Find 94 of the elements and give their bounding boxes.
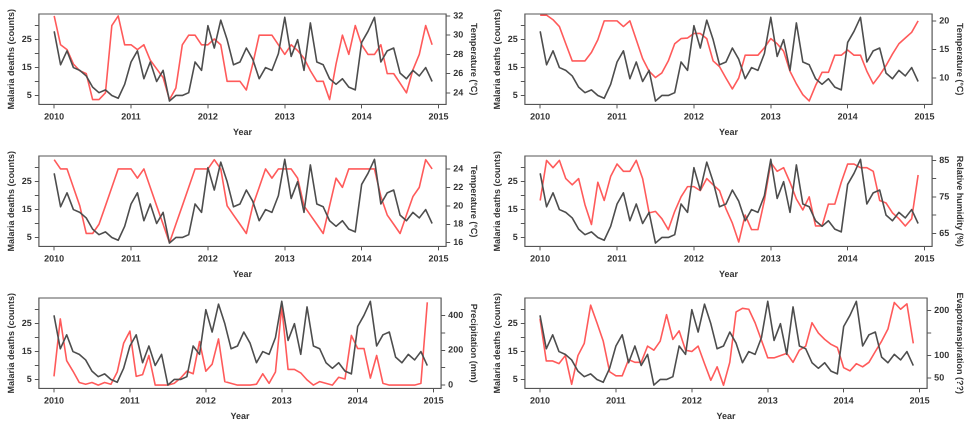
y2-tick-label: 26 xyxy=(453,68,464,78)
x-tick-label: 2013 xyxy=(274,253,295,264)
y-tick-label: 25 xyxy=(22,176,32,186)
y-tick-label: 25 xyxy=(508,34,518,44)
x-tick-label: 2011 xyxy=(120,395,140,406)
y-tick-label: 15 xyxy=(508,204,518,214)
x-tick-label: 2012 xyxy=(682,395,702,406)
y-tick-label: 15 xyxy=(22,346,32,356)
x-tick-label: 2011 xyxy=(121,111,141,122)
x-tick-label: 2012 xyxy=(684,111,704,122)
y2-tick-label: 65 xyxy=(939,228,950,238)
y2-tick-label: 24 xyxy=(453,163,464,174)
y-tick-label: 25 xyxy=(508,176,518,186)
x-tick-label: 2014 xyxy=(348,395,368,406)
y2-tick-label: 22 xyxy=(453,182,464,192)
y-tick-label: 25 xyxy=(508,318,518,328)
x-tick-label: 2013 xyxy=(758,395,778,406)
y-tick-label: 5 xyxy=(26,90,32,100)
y2-axis-title: Temperature (°C) xyxy=(469,22,480,96)
x-tick-label: 2015 xyxy=(914,253,935,264)
x-tick-label: 2014 xyxy=(838,111,858,122)
y2-tick-label: 50 xyxy=(934,372,944,383)
x-tick-label: 2015 xyxy=(910,395,930,406)
x-tick-label: 2015 xyxy=(914,111,935,122)
x-axis-title: Year xyxy=(718,269,738,280)
y2-tick-label: 10 xyxy=(939,72,950,83)
y2-tick-label: 100 xyxy=(934,350,950,360)
x-tick-label: 2013 xyxy=(760,111,781,122)
x-tick-label: 2010 xyxy=(44,395,64,406)
y-axis-title: Malaria deaths (counts) xyxy=(6,8,16,110)
y2-tick-label: 18 xyxy=(453,218,464,229)
x-tick-label: 2012 xyxy=(198,253,218,264)
y2-tick-label: 24 xyxy=(453,87,464,98)
x-tick-label: 2011 xyxy=(121,253,141,264)
x-tick-label: 2010 xyxy=(44,111,64,122)
x-tick-label: 2012 xyxy=(198,111,218,122)
y-tick-label: 15 xyxy=(508,62,518,72)
x-tick-label: 2011 xyxy=(606,395,626,406)
y-tick-label: 5 xyxy=(26,374,32,384)
y-axis-title: Malaria deaths (counts) xyxy=(492,150,502,252)
x-tick-label: 2011 xyxy=(607,253,627,264)
y2-tick-label: 20 xyxy=(453,200,464,210)
y2-tick-label: 75 xyxy=(939,191,950,202)
y2-tick-label: 200 xyxy=(448,344,464,355)
x-tick-label: 2011 xyxy=(607,111,627,122)
x-axis-title: Year xyxy=(230,411,250,422)
x-tick-label: 2010 xyxy=(44,253,64,264)
y2-tick-label: 30 xyxy=(453,30,464,40)
y-axis-title: Malaria deaths (counts) xyxy=(492,292,502,394)
y2-tick-label: 20 xyxy=(939,15,950,26)
y2-axis-title: Evapotranspiration (??) xyxy=(955,292,966,394)
y-tick-label: 5 xyxy=(512,232,518,242)
x-tick-label: 2013 xyxy=(274,111,295,122)
y-tick-label: 5 xyxy=(26,232,32,242)
y2-axis-title: Temperature (°C) xyxy=(469,164,480,238)
y-tick-label: 15 xyxy=(508,346,518,356)
y2-tick-label: 28 xyxy=(453,48,464,59)
y2-axis-title: Precipitation (mm) xyxy=(469,304,480,383)
x-tick-label: 2010 xyxy=(530,111,550,122)
x-tick-label: 2014 xyxy=(352,111,372,122)
y2-tick-label: 85 xyxy=(939,154,950,165)
y-tick-label: 15 xyxy=(22,62,32,72)
y2-axis-title: Relative humidity (%) xyxy=(955,156,966,247)
y-axis-title: Malaria deaths (counts) xyxy=(6,150,16,252)
x-tick-label: 2014 xyxy=(838,253,858,264)
x-axis-title: Year xyxy=(718,127,738,138)
x-tick-label: 2010 xyxy=(530,395,550,406)
y2-tick-label: 15 xyxy=(939,44,950,54)
x-tick-label: 2015 xyxy=(428,253,449,264)
x-tick-label: 2015 xyxy=(424,395,444,406)
y2-tick-label: 400 xyxy=(448,310,464,320)
y-tick-label: 25 xyxy=(22,34,32,44)
x-axis-title: Year xyxy=(716,411,736,422)
y-tick-label: 15 xyxy=(22,204,32,214)
x-tick-label: 2014 xyxy=(352,253,372,264)
y-tick-label: 5 xyxy=(512,90,518,100)
y-tick-label: 25 xyxy=(22,318,32,328)
y2-tick-label: 0 xyxy=(448,380,454,390)
y2-tick-label: 16 xyxy=(453,237,464,248)
x-tick-label: 2012 xyxy=(196,395,216,406)
x-axis-title: Year xyxy=(232,127,252,138)
x-tick-label: 2014 xyxy=(834,395,854,406)
x-tick-label: 2010 xyxy=(530,253,550,264)
y-axis-title: Malaria deaths (counts) xyxy=(492,8,502,110)
x-tick-label: 2013 xyxy=(760,253,781,264)
y2-tick-label: 200 xyxy=(934,305,950,316)
y2-tick-label: 32 xyxy=(453,10,464,20)
y-tick-label: 5 xyxy=(512,374,518,384)
x-axis-title: Year xyxy=(232,269,252,280)
y2-axis-title: Temperature (°C) xyxy=(955,22,966,96)
x-tick-label: 2012 xyxy=(684,253,704,264)
x-tick-label: 2013 xyxy=(272,395,292,406)
x-tick-label: 2015 xyxy=(428,111,449,122)
y-axis-title: Malaria deaths (counts) xyxy=(6,292,16,394)
